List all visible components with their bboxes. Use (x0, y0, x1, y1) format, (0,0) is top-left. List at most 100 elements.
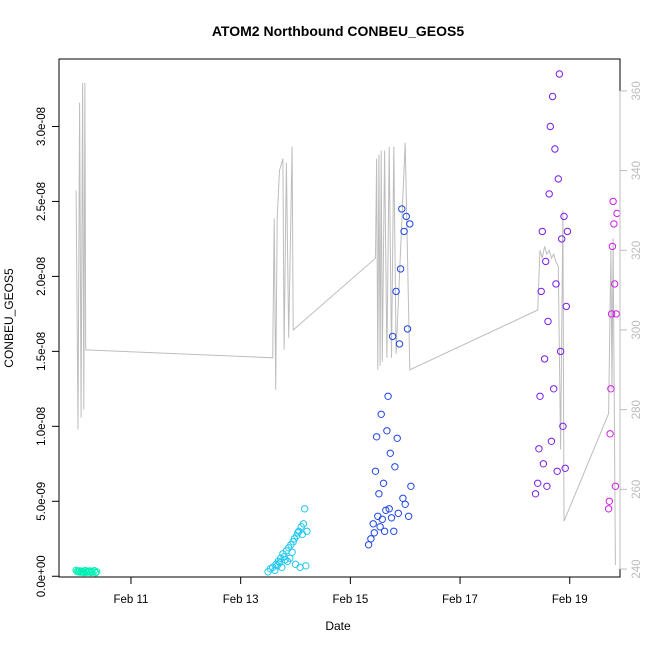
data-point (294, 529, 302, 537)
data-point (402, 212, 410, 221)
data-point (399, 494, 407, 502)
y-axis-label: CONBEU_GEOS5 (2, 268, 16, 368)
data-point (393, 434, 401, 442)
data-point (396, 265, 405, 273)
data-point (87, 568, 95, 577)
data-point (374, 512, 382, 520)
data-point (547, 437, 556, 445)
data-point (543, 482, 551, 490)
data-point (367, 535, 375, 543)
x-axis-label: Date (325, 619, 351, 633)
data-point (554, 175, 562, 183)
data-point (548, 92, 557, 101)
y-tick-label: 2.5e-08 (36, 182, 48, 221)
data-point (560, 212, 568, 221)
data-point (291, 560, 300, 568)
data-point (607, 385, 615, 393)
data-point (387, 514, 396, 522)
y-right-tick-label: 300 (631, 320, 643, 339)
x-tick-label: Feb 11 (114, 594, 149, 606)
data-point (606, 430, 614, 438)
data-point (388, 332, 397, 341)
data-point (545, 190, 553, 198)
data-point (372, 433, 381, 441)
chart-title: ATOM2 Northbound CONBEU_GEOS5 (212, 23, 464, 39)
data-point (395, 340, 404, 348)
data-point (375, 490, 383, 498)
data-point (607, 310, 616, 318)
data-point (74, 568, 83, 576)
data-point (384, 392, 392, 400)
data-point (299, 520, 308, 528)
data-point (391, 463, 399, 471)
data-point (551, 145, 559, 153)
data-point (370, 529, 378, 537)
points-layer (72, 70, 621, 577)
data-point (563, 227, 572, 236)
data-point (364, 541, 373, 549)
data-point (611, 482, 620, 490)
y-axis-right: 240 260 280 300 320 340 360 (619, 81, 643, 579)
data-point (555, 70, 564, 78)
y-right-tick-label: 320 (631, 241, 643, 260)
x-tick-label: Feb 15 (332, 594, 368, 606)
data-point (540, 355, 549, 363)
data-point (559, 422, 567, 430)
data-point (612, 310, 620, 318)
data-point (383, 427, 391, 435)
data-point (605, 497, 613, 505)
data-point (371, 467, 380, 475)
data-point (539, 460, 548, 468)
data-point (546, 122, 554, 131)
x-tick-label: Feb 19 (552, 594, 588, 606)
data-point (91, 569, 100, 577)
plot-frame (58, 58, 621, 578)
data-point (535, 445, 543, 453)
data-point (385, 505, 393, 513)
y-tick-label: 1.0e-08 (36, 407, 48, 446)
data-point (562, 302, 570, 311)
data-point (392, 287, 400, 296)
data-point (386, 449, 394, 457)
data-point (556, 347, 565, 356)
data-point (275, 559, 284, 567)
data-point (301, 505, 309, 513)
data-point (398, 205, 406, 213)
data-point (376, 523, 384, 531)
data-point (278, 563, 286, 571)
data-point (542, 257, 550, 266)
overlay-line-layer (75, 82, 616, 566)
data-point (394, 509, 402, 517)
data-point (604, 505, 613, 513)
data-point (378, 515, 386, 523)
data-point (544, 317, 552, 326)
y-tick-label: 0.0e+00 (36, 555, 48, 597)
data-point (400, 227, 408, 236)
data-point (608, 242, 617, 251)
data-point (403, 325, 412, 333)
data-point (93, 568, 101, 576)
x-tick-label: Feb 13 (223, 594, 259, 606)
overlay-line (75, 82, 616, 566)
data-point (558, 235, 566, 243)
y-tick-label: 2.0e-08 (36, 257, 48, 296)
data-point (531, 490, 540, 498)
data-point (369, 520, 377, 528)
y-tick-label: 3.0e-08 (36, 107, 48, 146)
data-point (382, 506, 390, 514)
y-tick-label: 5.0e-09 (36, 482, 48, 521)
data-point (390, 527, 398, 535)
data-point (380, 527, 389, 535)
data-point (552, 280, 560, 288)
data-point (550, 385, 558, 393)
data-point (379, 479, 388, 487)
data-point (82, 568, 91, 576)
data-point (613, 209, 621, 218)
y-right-tick-label: 240 (631, 559, 643, 578)
data-point (404, 512, 413, 520)
data-point (536, 392, 544, 400)
data-point (611, 280, 619, 288)
data-point (561, 464, 569, 472)
y-right-tick-label: 280 (631, 400, 643, 419)
